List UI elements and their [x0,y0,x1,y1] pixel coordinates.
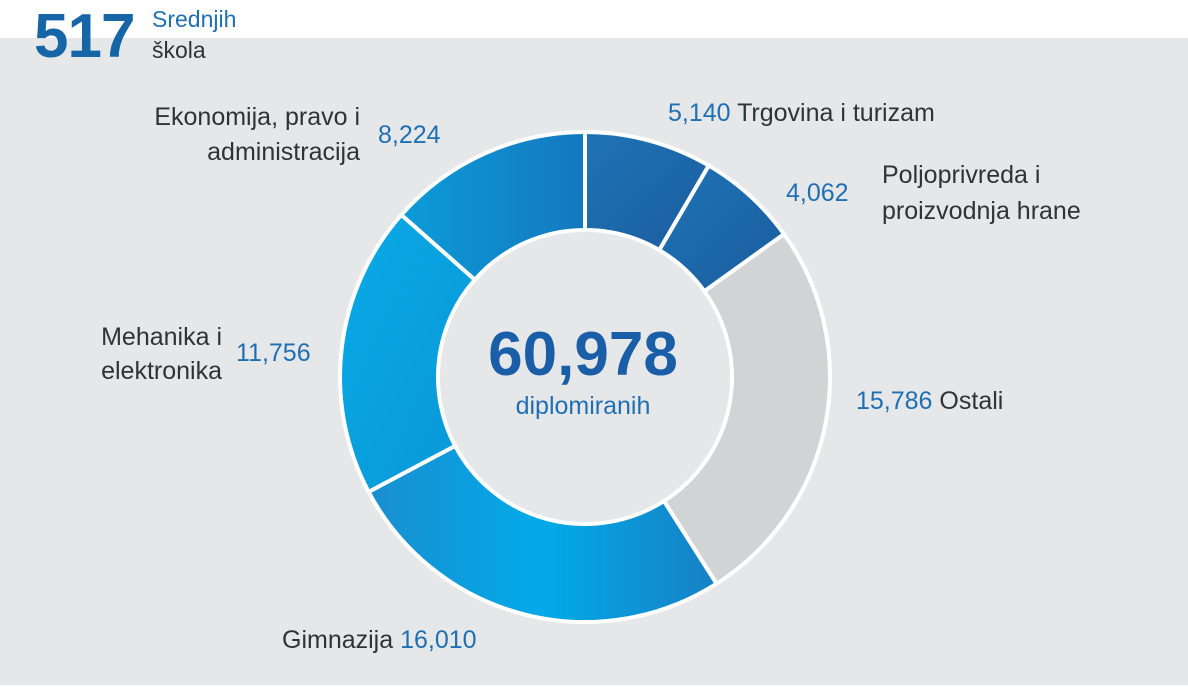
school-count-label: Srednjih škola [152,4,236,66]
name-mehanika-line1: Mehanika i [101,323,222,351]
total-graduates-label: diplomiranih [515,392,651,420]
value-trgovina: 5,140 [668,99,731,127]
value-poljoprivreda: 4,062 [786,179,849,207]
value-mehanika-wrap: 11,756 [236,336,311,370]
slice-mehanika [338,212,477,494]
name-poljoprivreda-line2: proizvodnja hrane [882,197,1081,225]
name-ekonomija-line2: administracija [207,138,360,166]
value-mehanika: 11,756 [236,339,311,367]
value-ostali: 15,786 [856,387,933,415]
donut-slices [338,130,832,624]
donut-hole [440,232,730,522]
name-trgovina: Trgovina i turizam [737,99,935,127]
school-count-label-line1: Srednjih [152,6,237,32]
label-trgovina: 5,140 Trgovina i turizam [668,96,935,130]
school-count: 517 [34,2,135,71]
slice-ostali [661,232,832,586]
value-gimnazija: 16,010 [400,626,477,654]
name-ekonomija-line1: Ekonomija, pravo i [154,103,360,131]
value-poljoprivreda-wrap: 4,062 [786,176,849,210]
label-gimnazija: Gimnazija 16,010 [282,623,477,657]
slice-ekonomija [399,130,587,282]
name-ostali: Ostali [939,387,1004,415]
name-poljoprivreda-line1: Poljoprivreda i [882,161,1041,189]
name-gimnazija: Gimnazija [282,626,394,654]
school-count-label-line2: škola [152,37,206,63]
value-ekonomija: 8,224 [378,121,441,149]
slice-gimnazija [366,443,719,624]
name-mehanika-line2: elektronika [101,357,222,385]
label-ostali: 15,786 Ostali [856,384,1003,418]
value-ekonomija-wrap: 8,224 [378,118,441,152]
total-graduates-value: 60,978 [488,320,678,389]
